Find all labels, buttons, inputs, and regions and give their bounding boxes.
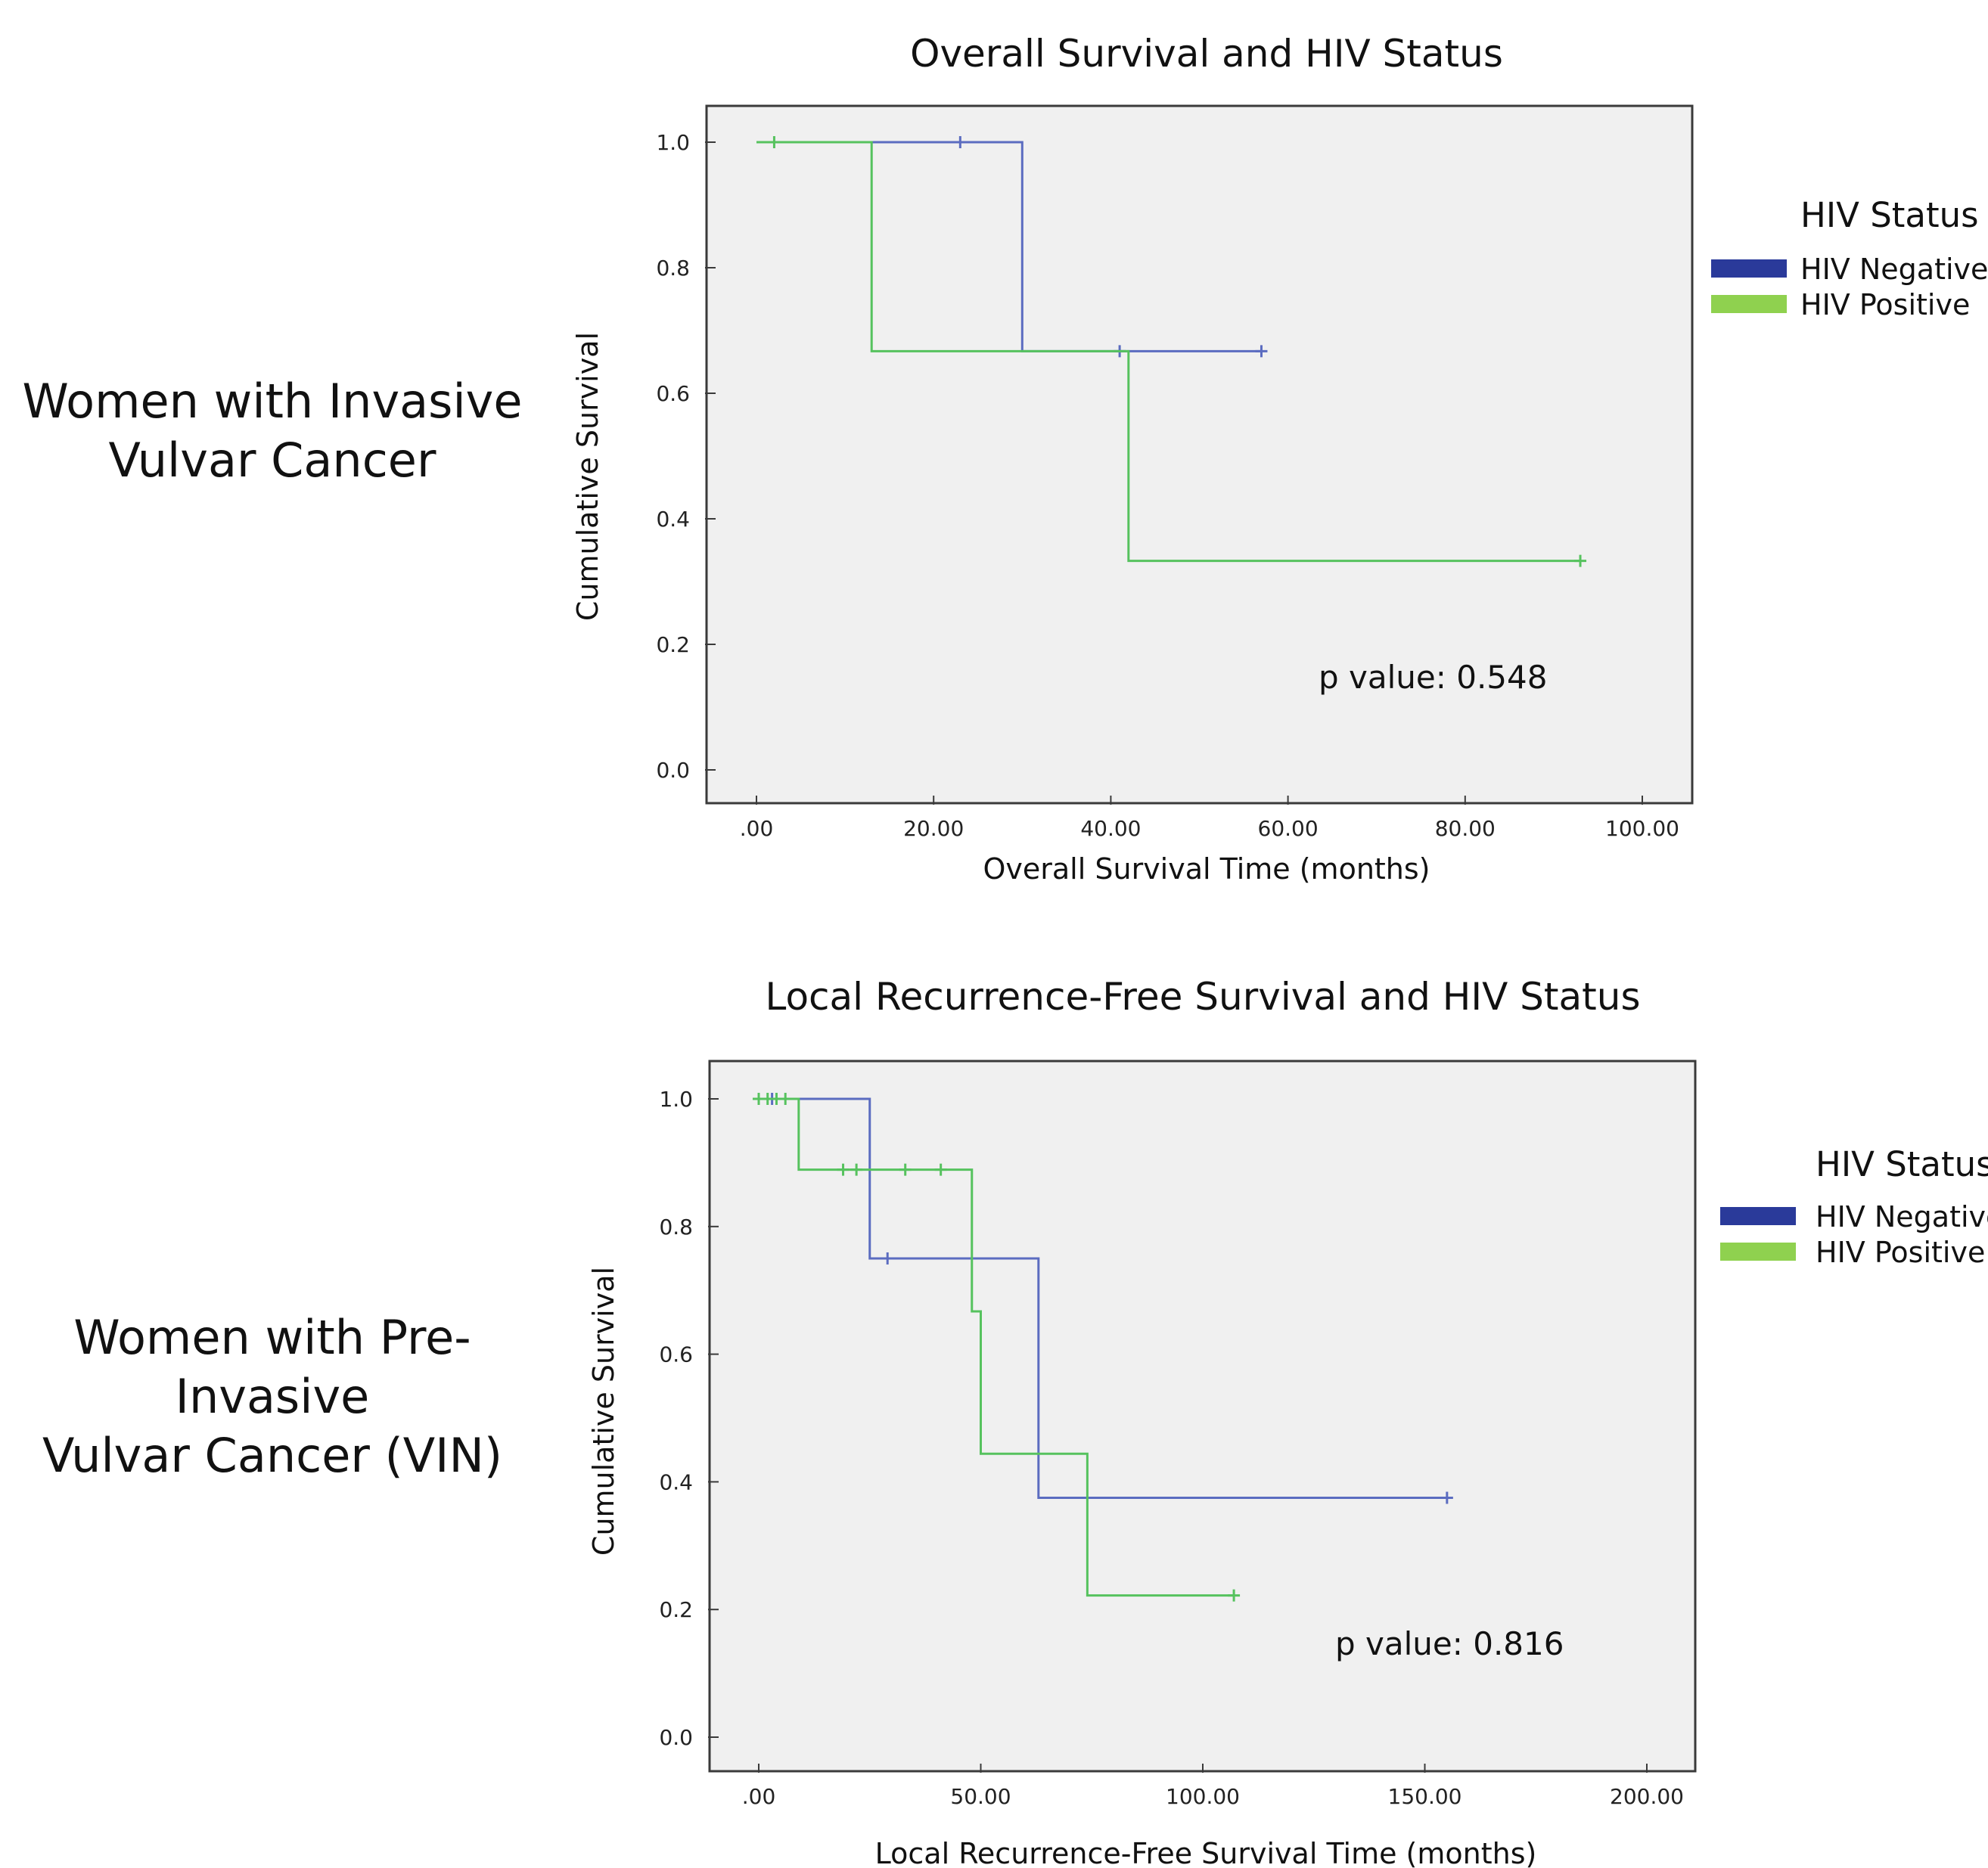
censor-mark-hiv-negative <box>1255 345 1268 358</box>
x-tick-label: 20.00 <box>903 816 964 841</box>
plot-area <box>708 1060 1697 1773</box>
p-value-annotation: p value: 0.548 <box>1319 659 1547 696</box>
legend-title: HIV Status <box>1800 195 1979 235</box>
censor-mark-hiv-positive <box>768 136 781 148</box>
x-axis-title: Local Recurrence-Free Survival Time (mon… <box>875 1837 1537 1868</box>
legend-title: HIV Status <box>1816 1144 1988 1184</box>
x-tick-label: 200.00 <box>1610 1784 1684 1809</box>
censor-mark-hiv-positive <box>1228 1589 1241 1602</box>
x-tick-label: 60.00 <box>1258 816 1319 841</box>
series-line-hiv-negative <box>756 141 1262 352</box>
x-tick-label: 150.00 <box>1388 1784 1462 1809</box>
x-tick-label: 100.00 <box>1166 1784 1240 1809</box>
row-label-preinvasive: Women with Pre-Invasive Vulvar Cancer (V… <box>0 1308 560 1485</box>
legend-swatch-hiv-negative <box>1711 259 1787 278</box>
censor-mark-hiv-positive <box>850 1163 863 1176</box>
y-axis-title: Cumulative Survival <box>571 332 604 621</box>
y-tick-label: 0.0 <box>656 758 690 783</box>
censor-mark-hiv-negative <box>881 1252 894 1264</box>
chart-title: Overall Survival and HIV Status <box>910 32 1503 76</box>
row-label-line1: Women with Invasive <box>22 374 523 429</box>
censor-mark-hiv-positive <box>1574 554 1587 567</box>
chart-title: Local Recurrence-Free Survival and HIV S… <box>765 975 1640 1019</box>
censor-mark-hiv-positive <box>837 1163 850 1176</box>
y-tick-label: 0.4 <box>656 507 690 532</box>
x-tick-label: 100.00 <box>1605 816 1679 841</box>
legend-swatch-hiv-positive <box>1720 1243 1796 1261</box>
row-label-line1: Women with Pre-Invasive <box>73 1310 471 1424</box>
legend-label-hiv-negative: HIV Negative <box>1800 253 1988 286</box>
series-line-hiv-negative <box>759 1097 1447 1499</box>
x-tick-label: 80.00 <box>1435 816 1496 841</box>
y-tick-label: 0.4 <box>659 1469 693 1494</box>
y-tick-label: 0.6 <box>659 1342 693 1367</box>
series-line-hiv-positive <box>759 1097 1235 1597</box>
x-tick-label: .00 <box>740 816 774 841</box>
x-tick-label: .00 <box>742 1784 776 1809</box>
y-tick-label: 1.0 <box>659 1087 693 1112</box>
legend-swatch-hiv-negative <box>1720 1207 1796 1225</box>
censor-mark-hiv-negative <box>954 136 967 148</box>
row-label-invasive: Women with Invasive Vulvar Cancer <box>0 372 560 490</box>
x-tick-label: 40.00 <box>1080 816 1141 841</box>
y-tick-label: 0.8 <box>659 1215 693 1240</box>
y-tick-label: 0.6 <box>656 381 690 406</box>
legend-swatch-hiv-positive <box>1711 295 1787 313</box>
y-tick-label: 0.0 <box>659 1725 693 1750</box>
censor-mark-hiv-positive <box>934 1163 947 1176</box>
x-tick-label: 50.00 <box>950 1784 1011 1809</box>
y-tick-label: 0.2 <box>656 632 690 657</box>
row-label-line2: Vulvar Cancer (VIN) <box>42 1428 503 1483</box>
series-line-hiv-positive <box>756 141 1581 563</box>
row-label-line2: Vulvar Cancer <box>108 433 436 488</box>
x-axis-title: Overall Survival Time (months) <box>983 852 1430 886</box>
y-tick-label: 0.2 <box>659 1597 693 1622</box>
y-tick-label: 1.0 <box>656 130 690 155</box>
legend-label-hiv-negative: HIV Negative <box>1816 1200 1988 1233</box>
overall-survival-chart: Overall Survival and HIV Status Overall S… <box>571 32 1988 886</box>
legend-label-hiv-positive: HIV Positive <box>1800 288 1970 321</box>
legend-label-hiv-positive: HIV Positive <box>1816 1236 1985 1269</box>
y-tick-label: 0.8 <box>656 256 690 281</box>
censor-mark-hiv-positive <box>779 1093 792 1105</box>
censor-mark-hiv-negative <box>1440 1491 1453 1504</box>
censor-mark-hiv-positive <box>899 1163 912 1176</box>
p-value-annotation: p value: 0.816 <box>1335 1625 1564 1662</box>
y-axis-title: Cumulative Survival <box>587 1267 620 1556</box>
